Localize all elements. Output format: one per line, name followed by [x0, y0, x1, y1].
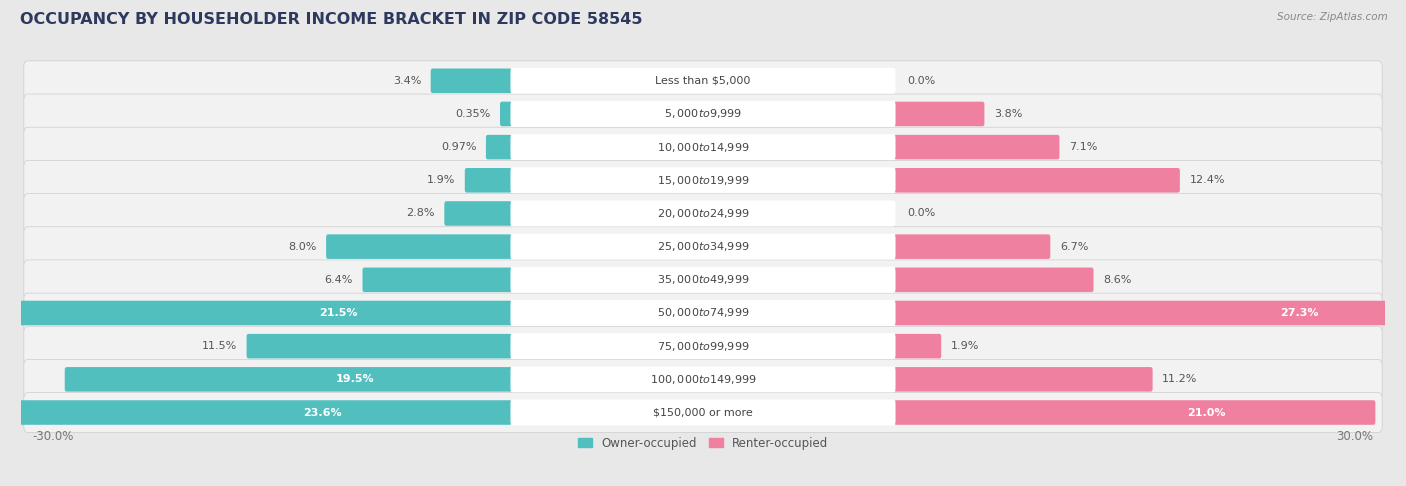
Text: 6.4%: 6.4% [325, 275, 353, 285]
Text: $150,000 or more: $150,000 or more [654, 408, 752, 417]
FancyBboxPatch shape [363, 268, 512, 292]
FancyBboxPatch shape [894, 268, 1094, 292]
Text: 6.7%: 6.7% [1060, 242, 1088, 252]
Text: 3.4%: 3.4% [392, 76, 422, 86]
FancyBboxPatch shape [24, 227, 1382, 266]
FancyBboxPatch shape [510, 201, 896, 226]
Text: 21.5%: 21.5% [319, 308, 359, 318]
FancyBboxPatch shape [24, 61, 1382, 101]
Text: $100,000 to $149,999: $100,000 to $149,999 [650, 373, 756, 386]
Text: 23.6%: 23.6% [302, 408, 342, 417]
FancyBboxPatch shape [894, 135, 1059, 159]
Text: Less than $5,000: Less than $5,000 [655, 76, 751, 86]
FancyBboxPatch shape [24, 360, 1382, 399]
FancyBboxPatch shape [24, 127, 1382, 167]
FancyBboxPatch shape [894, 301, 1406, 325]
FancyBboxPatch shape [24, 326, 1382, 366]
Text: 1.9%: 1.9% [950, 341, 979, 351]
FancyBboxPatch shape [501, 102, 512, 126]
Text: $75,000 to $99,999: $75,000 to $99,999 [657, 340, 749, 353]
FancyBboxPatch shape [510, 134, 896, 160]
Text: $35,000 to $49,999: $35,000 to $49,999 [657, 273, 749, 286]
Text: 1.9%: 1.9% [427, 175, 456, 185]
FancyBboxPatch shape [510, 399, 896, 425]
Text: 30.0%: 30.0% [1337, 430, 1374, 443]
Text: 0.97%: 0.97% [441, 142, 477, 152]
Text: 0.0%: 0.0% [908, 208, 936, 219]
FancyBboxPatch shape [0, 400, 512, 425]
Legend: Owner-occupied, Renter-occupied: Owner-occupied, Renter-occupied [572, 432, 834, 454]
FancyBboxPatch shape [24, 293, 1382, 333]
FancyBboxPatch shape [20, 301, 512, 325]
Text: 7.1%: 7.1% [1069, 142, 1097, 152]
Text: 21.0%: 21.0% [1187, 408, 1226, 417]
FancyBboxPatch shape [894, 400, 1375, 425]
FancyBboxPatch shape [24, 193, 1382, 233]
FancyBboxPatch shape [510, 300, 896, 326]
FancyBboxPatch shape [430, 69, 512, 93]
FancyBboxPatch shape [894, 102, 984, 126]
Text: $10,000 to $14,999: $10,000 to $14,999 [657, 140, 749, 154]
FancyBboxPatch shape [24, 393, 1382, 433]
FancyBboxPatch shape [65, 367, 512, 392]
FancyBboxPatch shape [894, 334, 941, 359]
FancyBboxPatch shape [510, 366, 896, 392]
Text: 8.6%: 8.6% [1104, 275, 1132, 285]
FancyBboxPatch shape [510, 68, 896, 94]
Text: $15,000 to $19,999: $15,000 to $19,999 [657, 174, 749, 187]
Text: 0.0%: 0.0% [908, 76, 936, 86]
Text: Source: ZipAtlas.com: Source: ZipAtlas.com [1277, 12, 1388, 22]
Text: 2.8%: 2.8% [406, 208, 434, 219]
FancyBboxPatch shape [510, 101, 896, 127]
Text: $20,000 to $24,999: $20,000 to $24,999 [657, 207, 749, 220]
FancyBboxPatch shape [510, 267, 896, 293]
FancyBboxPatch shape [246, 334, 512, 359]
Text: 0.35%: 0.35% [456, 109, 491, 119]
Text: $25,000 to $34,999: $25,000 to $34,999 [657, 240, 749, 253]
Text: 11.5%: 11.5% [202, 341, 238, 351]
FancyBboxPatch shape [465, 168, 512, 192]
FancyBboxPatch shape [510, 333, 896, 359]
Text: 12.4%: 12.4% [1189, 175, 1225, 185]
FancyBboxPatch shape [894, 234, 1050, 259]
FancyBboxPatch shape [444, 201, 512, 226]
Text: OCCUPANCY BY HOUSEHOLDER INCOME BRACKET IN ZIP CODE 58545: OCCUPANCY BY HOUSEHOLDER INCOME BRACKET … [20, 12, 643, 27]
FancyBboxPatch shape [24, 260, 1382, 300]
FancyBboxPatch shape [894, 367, 1153, 392]
Text: 27.3%: 27.3% [1281, 308, 1319, 318]
FancyBboxPatch shape [510, 167, 896, 193]
FancyBboxPatch shape [326, 234, 512, 259]
FancyBboxPatch shape [24, 94, 1382, 134]
Text: 3.8%: 3.8% [994, 109, 1022, 119]
Text: $5,000 to $9,999: $5,000 to $9,999 [664, 107, 742, 121]
FancyBboxPatch shape [24, 160, 1382, 200]
FancyBboxPatch shape [510, 234, 896, 260]
Text: 19.5%: 19.5% [336, 374, 374, 384]
Text: -30.0%: -30.0% [32, 430, 75, 443]
Text: 8.0%: 8.0% [288, 242, 316, 252]
FancyBboxPatch shape [486, 135, 512, 159]
FancyBboxPatch shape [894, 168, 1180, 192]
Text: 11.2%: 11.2% [1163, 374, 1198, 384]
Text: $50,000 to $74,999: $50,000 to $74,999 [657, 307, 749, 319]
